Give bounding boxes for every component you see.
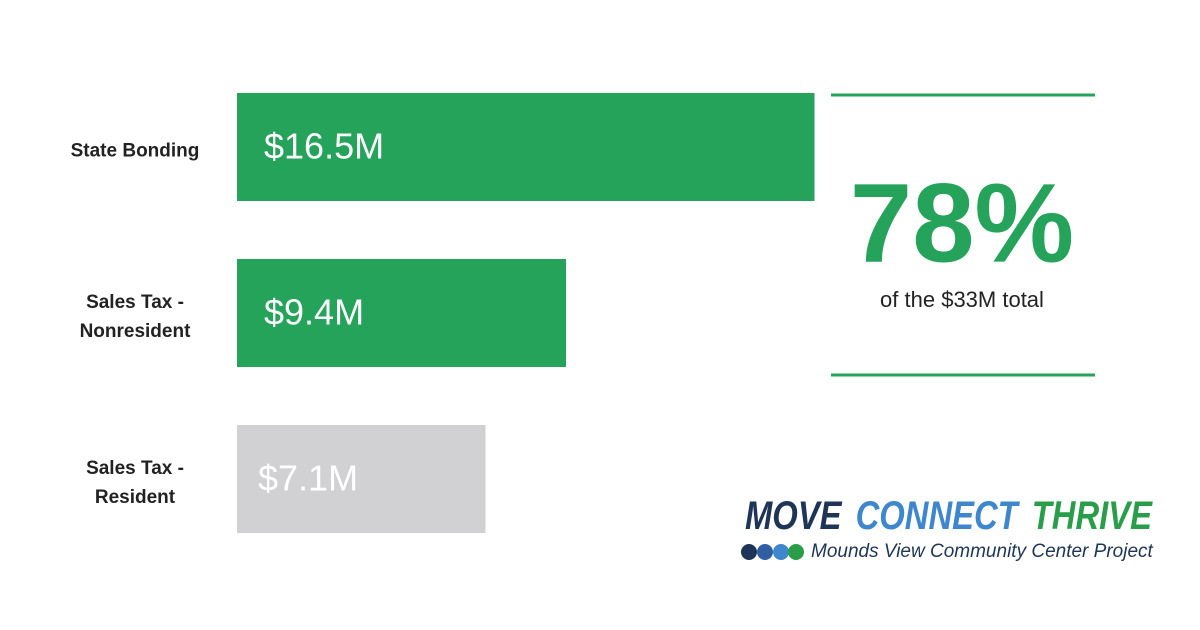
- logo-dots: [741, 544, 804, 560]
- logo-connect: CONNECT: [856, 492, 1020, 537]
- value-label: $9.4M: [264, 292, 364, 333]
- big-percent: 78%: [850, 161, 1074, 286]
- bar: [237, 259, 566, 367]
- bar: [237, 93, 815, 201]
- logo-tagline: Mounds View Community Center Project: [811, 541, 1154, 562]
- category-label: Sales Tax - Nonresident: [79, 292, 191, 342]
- category-label: State Bonding: [70, 140, 200, 162]
- logo-thrive: THRIVE: [1032, 492, 1154, 537]
- logo-move: MOVE: [745, 492, 843, 537]
- value-label: $7.1M: [258, 458, 358, 499]
- category-label: Sales Tax - Resident: [86, 458, 184, 508]
- logo-title: MOVE CONNECT THRIVE: [745, 492, 1153, 537]
- caption: of the $33M total: [880, 287, 1044, 312]
- bar: [237, 425, 486, 533]
- value-label: $16.5M: [264, 126, 384, 167]
